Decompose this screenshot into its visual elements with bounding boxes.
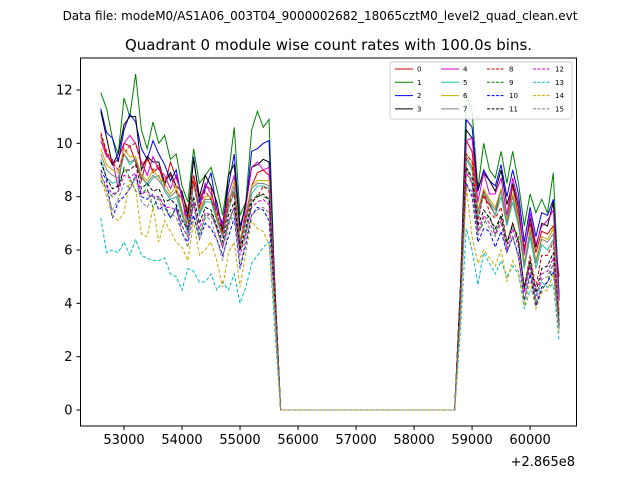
legend-label-1: 1 — [417, 79, 421, 87]
legend-label-14: 14 — [555, 92, 564, 100]
y-tick-label: 6 — [64, 244, 72, 259]
x-tick-label: 56000 — [277, 433, 318, 448]
legend-label-7: 7 — [463, 105, 467, 113]
series-line-15 — [100, 172, 560, 411]
legend-label-12: 12 — [555, 66, 564, 74]
y-tick-label: 0 — [64, 404, 72, 419]
x-tick-label: 53000 — [103, 433, 144, 448]
axis-layer: 53000 54000 55000 56000 57000 58000 59000 60000… — [56, 84, 551, 449]
legend-box — [389, 61, 573, 120]
legend-label-6: 6 — [463, 92, 468, 100]
x-tick-label: 59000 — [451, 433, 492, 448]
x-tick-label: 54000 — [161, 433, 202, 448]
y-tick-label: 4 — [64, 297, 72, 312]
legend-label-10: 10 — [509, 92, 518, 100]
legend-label-9: 9 — [509, 79, 513, 87]
series-layer — [100, 73, 560, 411]
suptitle: Data file: modeM0/AS1A06_003T04_90000026… — [63, 9, 578, 23]
x-offset-label: +2.865e8 — [511, 455, 575, 470]
series-line-13 — [100, 217, 560, 411]
series-line-11 — [100, 161, 560, 411]
series-line-12 — [100, 170, 560, 411]
x-tick-label: 55000 — [219, 433, 260, 448]
plot-frame — [80, 57, 577, 427]
legend-label-13: 13 — [555, 79, 564, 87]
y-tick-label: 12 — [56, 84, 73, 99]
legend-label-11: 11 — [509, 105, 518, 113]
legend-label-2: 2 — [417, 92, 421, 100]
legend-label-5: 5 — [463, 79, 467, 87]
legend-label-3: 3 — [417, 105, 421, 113]
legend-label-8: 8 — [509, 66, 513, 74]
series-line-14 — [100, 177, 560, 411]
series-line-1 — [100, 73, 560, 411]
legend-label-15: 15 — [555, 105, 564, 113]
y-tick-label: 10 — [56, 137, 73, 152]
y-tick-label: 8 — [64, 190, 72, 205]
x-tick-label: 58000 — [393, 433, 434, 448]
legend-label-0: 0 — [417, 66, 421, 74]
x-tick-label: 60000 — [509, 433, 550, 448]
x-tick-label: 57000 — [335, 433, 376, 448]
chart-title: Quadrant 0 module wise count rates with … — [125, 36, 532, 54]
legend-label-4: 4 — [463, 66, 468, 74]
y-tick-label: 2 — [64, 350, 72, 365]
